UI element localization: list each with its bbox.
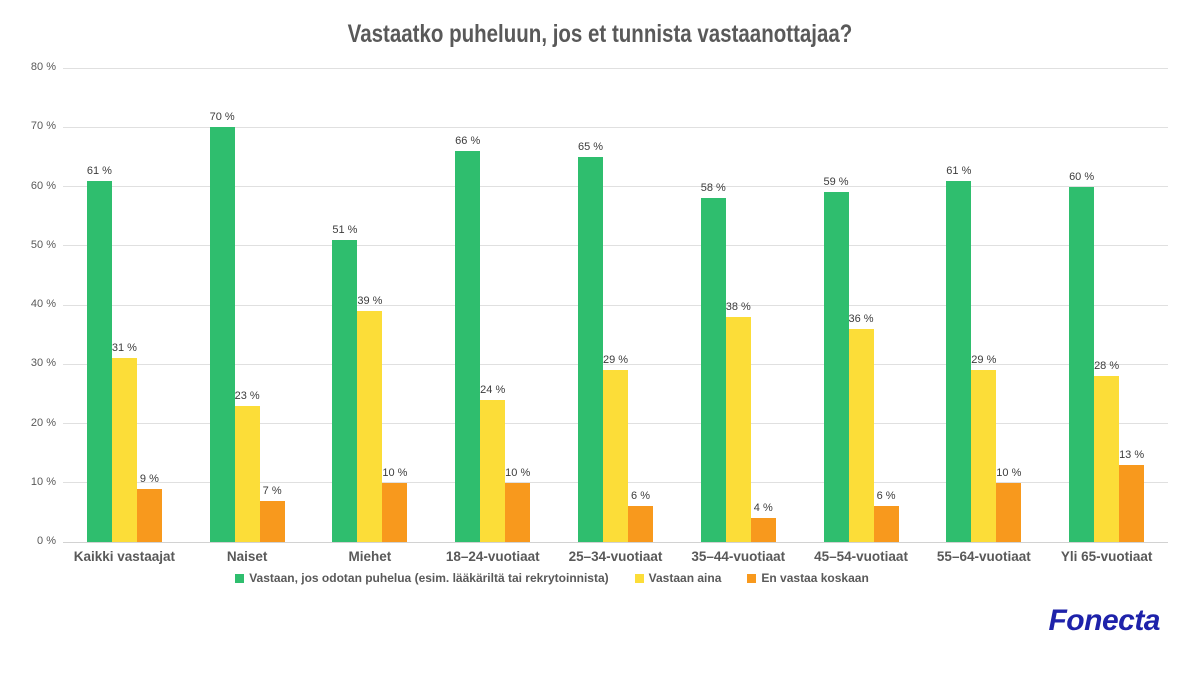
value-label: 31 % (111, 342, 137, 355)
bar-yellow (480, 399, 506, 542)
category-label: 18–24-vuotiaat (445, 549, 540, 564)
value-label: 39 % (357, 294, 383, 307)
bar-orange (1119, 464, 1145, 542)
gridline (63, 363, 1168, 365)
bar-orange (382, 482, 408, 542)
value-label: 28 % (1094, 360, 1120, 373)
value-label: 61 % (946, 164, 972, 177)
y-axis-tick-label: 30 % (30, 357, 56, 370)
bar-orange (996, 482, 1022, 542)
value-label: 7 % (262, 484, 282, 497)
y-axis-tick-label: 10 % (30, 475, 56, 488)
value-label: 61 % (86, 164, 112, 177)
value-label: 65 % (577, 140, 604, 153)
legend-swatch-icon (634, 573, 644, 583)
bar-orange (750, 518, 776, 542)
legend-label: En vastaa koskaan (761, 571, 869, 585)
legend-label: Vastaan aina (648, 571, 722, 585)
category-label: 55–64-vuotiaat (936, 549, 1031, 564)
value-label: 6 % (876, 490, 896, 503)
value-label: 24 % (480, 383, 506, 396)
bar-yellow (1094, 376, 1120, 542)
value-label: 38 % (725, 300, 751, 313)
y-axis-tick-label: 80 % (30, 61, 56, 73)
y-axis-tick-label: 20 % (30, 416, 56, 429)
category-label: Kaikki vastaajat (73, 549, 176, 564)
value-label: 60 % (1069, 170, 1095, 183)
y-axis-tick-label: 0 % (37, 535, 56, 547)
chart-title: Vastaatko puheluun, jos et tunnista vast… (347, 20, 853, 48)
bar-orange (873, 506, 899, 542)
fonecta-logo: Fonecta (1048, 604, 1160, 637)
value-label: 9 % (139, 472, 159, 485)
bar-orange (136, 488, 162, 542)
bar-green (209, 127, 235, 542)
value-label: 66 % (455, 134, 481, 147)
value-label: 51 % (332, 223, 358, 236)
bar-green (700, 198, 726, 542)
category-label: Naiset (226, 549, 268, 564)
x-axis: Kaikki vastaajat Naiset Miehet 18–24-vuotia… (63, 549, 1168, 567)
bar-yellow (848, 328, 874, 542)
plot-area: 61 % 31 % 9 % 70 % 23 % 7 % 51 % 39 % 10 % 66 % 24… (63, 67, 1168, 543)
category-label: 45–54-vuotiaat (814, 549, 908, 564)
value-label: 29 % (602, 354, 629, 367)
legend: Vastaan, jos odotan puhelua (esim. lääkä… (0, 571, 1104, 585)
bar-yellow (234, 405, 260, 542)
category-label: 35–44-vuotiaat (691, 549, 786, 564)
bar-green (86, 180, 112, 542)
legend-swatch-icon (747, 573, 757, 583)
legend-item: En vastaa koskaan (747, 571, 869, 585)
y-axis-tick-label: 40 % (30, 298, 56, 310)
legend-item: Vastaan, jos odotan puhelua (esim. lääkä… (235, 571, 609, 585)
bar-green (455, 150, 481, 542)
value-label: 29 % (971, 354, 997, 367)
legend-label: Vastaan, jos odotan puhelua (esim. lääkä… (249, 571, 609, 585)
legend-item: Vastaan aina (634, 571, 722, 585)
value-label: 10 % (505, 466, 531, 479)
value-label: 4 % (753, 502, 773, 515)
value-label: 58 % (700, 182, 726, 195)
value-label: 23 % (234, 389, 260, 402)
value-label: 6 % (631, 490, 650, 503)
category-label: Miehet (348, 549, 392, 564)
gridline (63, 186, 1168, 187)
bar-green (332, 239, 358, 542)
bar-green (1069, 186, 1095, 542)
y-axis: 0 % 10 % 20 % 30 % 40 % 50 % 60 % 70 % 80 % (0, 61, 56, 547)
gridline (63, 541, 1168, 543)
bar-yellow (357, 310, 383, 542)
bar-orange (259, 500, 285, 542)
bar-yellow (725, 316, 751, 542)
bar-green (578, 156, 603, 542)
category-label: 25–34-vuotiaat (568, 549, 663, 564)
value-label: 59 % (823, 176, 849, 189)
category-label: Yli 65-vuotiaat (1060, 549, 1153, 564)
bar-orange (505, 482, 531, 542)
bar-green (946, 180, 972, 542)
gridline (63, 67, 1168, 69)
gridline (63, 304, 1168, 306)
bar-green (823, 192, 849, 542)
bar-yellow (971, 370, 997, 542)
gridline (63, 126, 1168, 128)
bar-orange (628, 506, 653, 542)
legend-swatch-icon (235, 573, 245, 583)
value-label: 10 % (996, 466, 1022, 479)
bar-yellow (111, 358, 137, 542)
value-label: 70 % (209, 111, 235, 124)
bar-yellow (603, 370, 628, 542)
y-axis-tick-label: 70 % (30, 120, 56, 133)
y-axis-tick-label: 60 % (30, 179, 56, 192)
value-label: 36 % (848, 312, 874, 325)
value-label: 13 % (1119, 448, 1145, 461)
value-label: 10 % (382, 466, 408, 479)
gridline (63, 245, 1168, 247)
y-axis-tick-label: 50 % (30, 238, 56, 251)
